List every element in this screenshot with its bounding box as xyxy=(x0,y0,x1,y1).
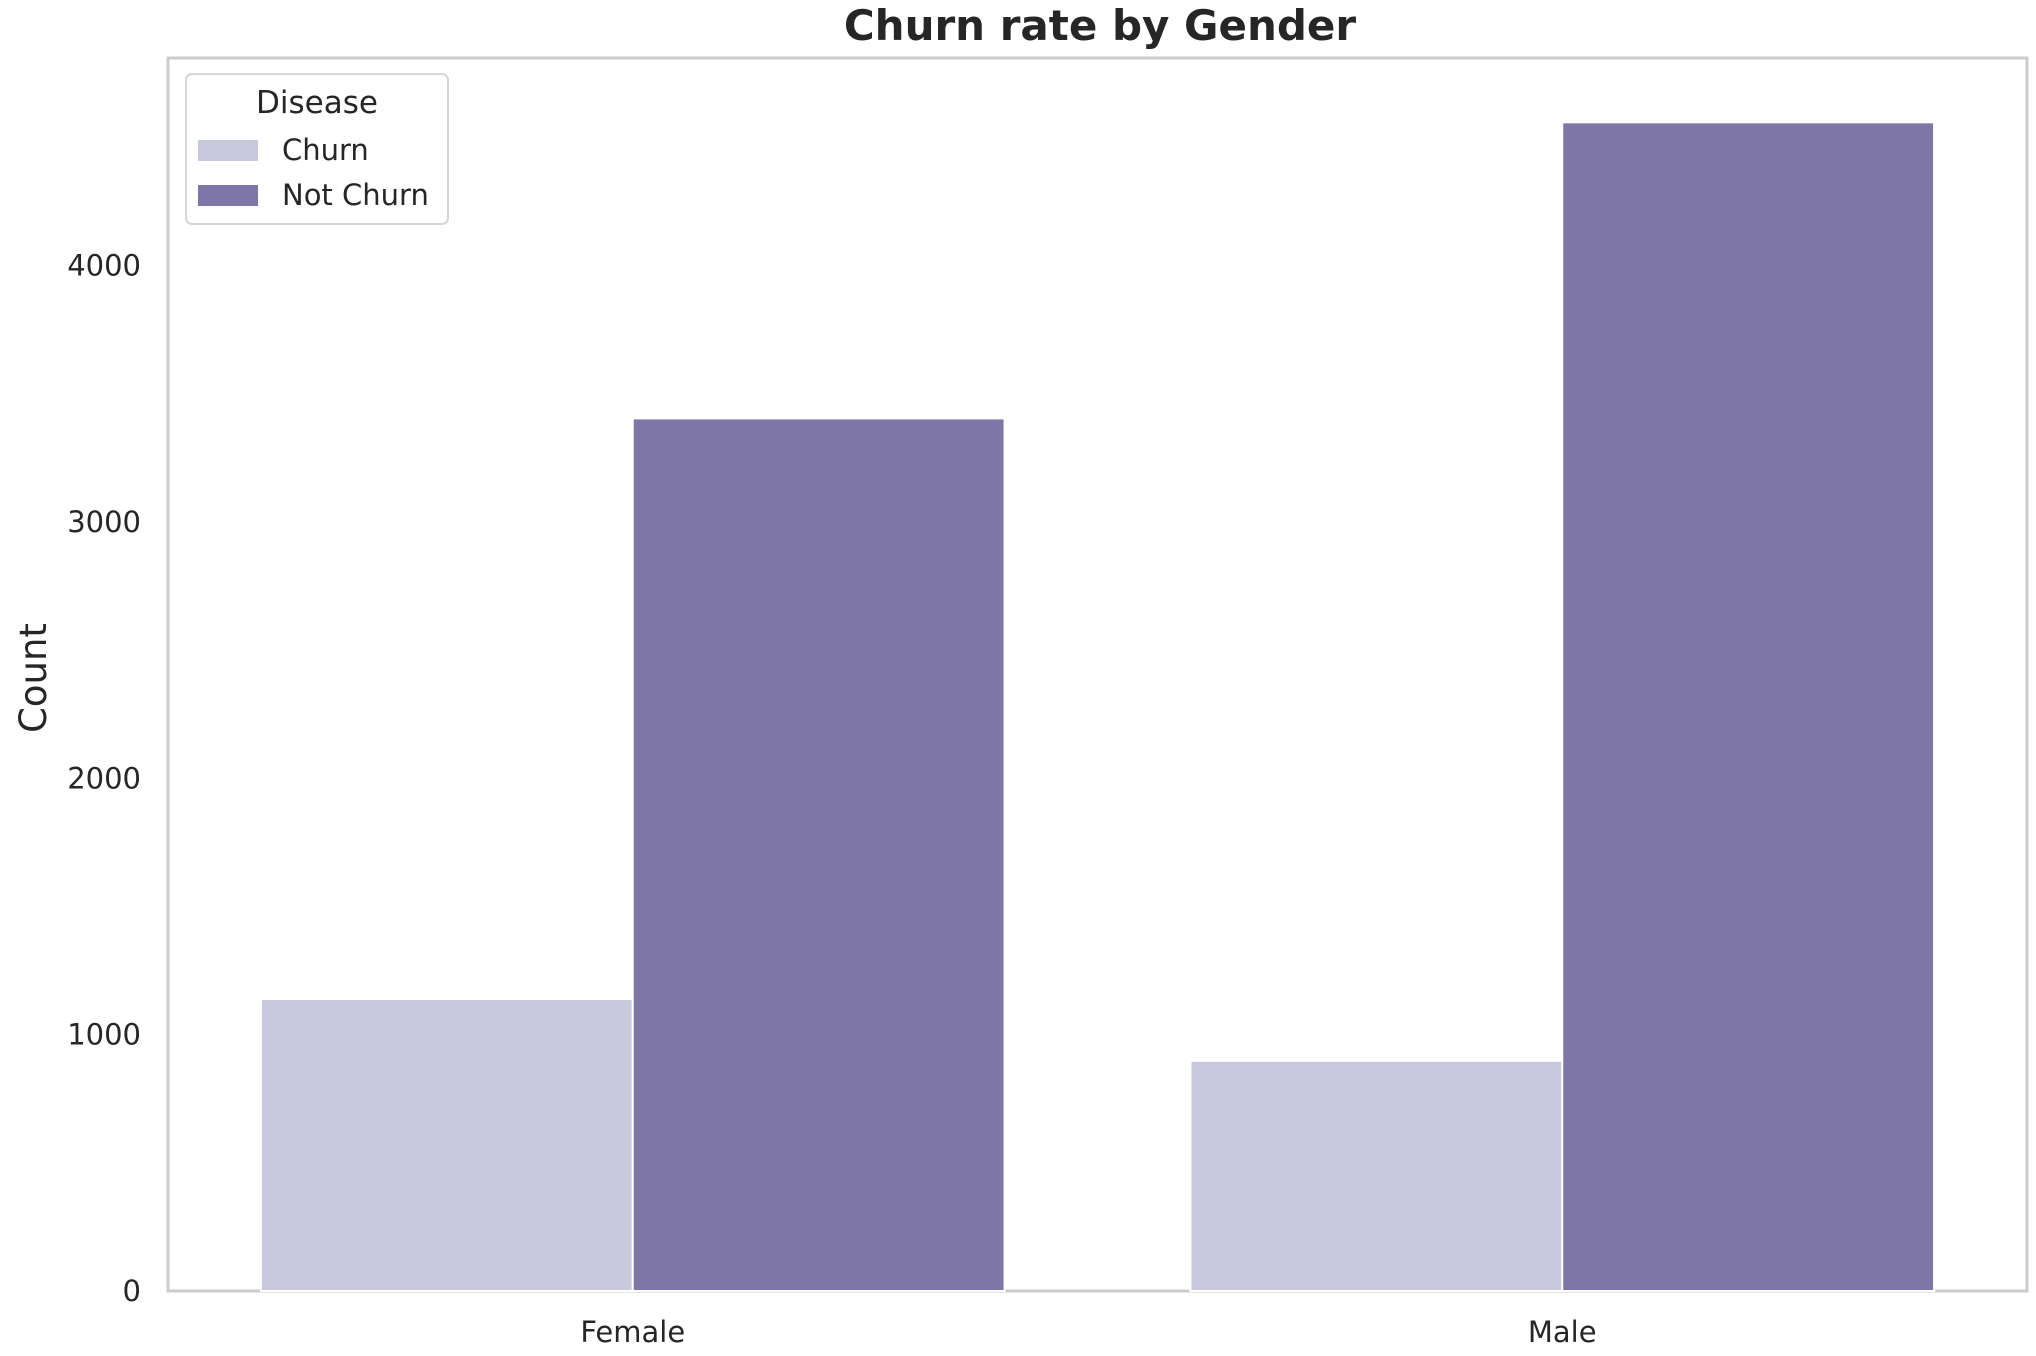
legend: Disease Churn Not Churn xyxy=(185,73,449,225)
bars xyxy=(259,121,1936,1293)
y-tick-label: 1000 xyxy=(67,1018,141,1052)
legend-label: Churn xyxy=(282,133,369,167)
x-tick-label: Female xyxy=(580,1315,685,1349)
y-tick-label: 4000 xyxy=(67,249,141,283)
chart-title: Churn rate by Gender xyxy=(844,1,1357,50)
x-axis-ticks: Female Male xyxy=(580,1315,1596,1349)
y-tick-label: 0 xyxy=(123,1274,141,1308)
y-tick-label: 2000 xyxy=(67,761,141,795)
legend-swatch xyxy=(198,140,258,161)
legend-label: Not Churn xyxy=(282,178,429,212)
y-axis-ticks: 0 1000 2000 3000 4000 xyxy=(67,249,141,1308)
legend-items: Churn Not Churn xyxy=(198,133,429,212)
bar-male-churn xyxy=(1189,1059,1564,1292)
y-tick-label: 3000 xyxy=(67,505,141,539)
x-tick-label: Male xyxy=(1528,1315,1597,1349)
bar-female-not-churn xyxy=(631,417,1006,1292)
bar-male-not-churn xyxy=(1561,121,1936,1293)
legend-swatch xyxy=(198,185,258,206)
bar-female-churn xyxy=(259,998,634,1292)
y-axis-label: Count xyxy=(12,623,55,733)
legend-title: Disease xyxy=(256,85,378,121)
